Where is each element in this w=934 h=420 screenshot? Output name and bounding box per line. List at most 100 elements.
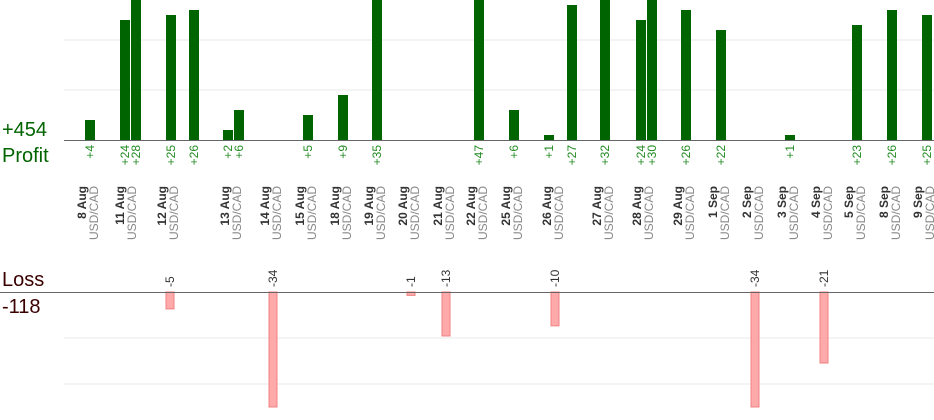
loss-value-label: -5	[163, 276, 177, 287]
profit-bar	[166, 15, 176, 140]
profit-value-label: +25	[164, 145, 178, 166]
date-label: 1 Sep	[706, 186, 720, 218]
loss-bar	[550, 291, 560, 327]
symbol-label: USD/CAD	[642, 186, 656, 240]
date-label: 19 Aug	[362, 186, 376, 226]
date-label: 5 Sep	[842, 186, 856, 218]
profit-bar	[131, 0, 141, 140]
loss-label: Loss	[2, 269, 45, 291]
loss-bar	[268, 291, 278, 408]
date-label: 12 Aug	[155, 186, 169, 226]
profit-bar	[636, 20, 646, 140]
profit-bar	[544, 135, 554, 140]
profit-value-label: +26	[885, 145, 899, 166]
symbol-label: USD/CAD	[718, 186, 732, 240]
symbol-label: USD/CAD	[683, 186, 697, 240]
profit-bar	[852, 25, 862, 140]
loss-value-label: -1	[404, 276, 418, 287]
profit-value-label: +9	[336, 145, 350, 159]
profit-bar	[234, 110, 244, 140]
date-label: 26 Aug	[540, 186, 554, 226]
profit-bar	[785, 135, 795, 140]
symbol-label: USD/CAD	[125, 186, 139, 240]
loss-value-label: -34	[266, 269, 280, 287]
symbol-label: USD/CAD	[787, 186, 801, 240]
symbol-label: USD/CAD	[87, 186, 101, 240]
profit-bars	[85, 0, 932, 140]
date-label: 2 Sep	[740, 186, 754, 218]
profit-bar	[85, 120, 95, 140]
profit-value-label: +6	[507, 145, 521, 159]
symbol-label: USD/CAD	[408, 186, 422, 240]
profit-bar	[303, 115, 313, 140]
date-label: 3 Sep	[775, 186, 789, 218]
profit-value-label: +22	[714, 145, 728, 166]
symbol-label: USD/CAD	[167, 186, 181, 240]
profit-bar	[922, 15, 932, 140]
profit-value-label: +25	[920, 145, 934, 166]
date-label: 27 Aug	[590, 186, 604, 226]
date-label: 9 Sep	[911, 186, 925, 218]
profit-bar	[600, 0, 610, 140]
date-label: 4 Sep	[809, 186, 823, 218]
symbol-label: USD/CAD	[270, 186, 284, 240]
symbol-label: USD/CAD	[889, 186, 903, 240]
date-label: 29 Aug	[671, 186, 685, 226]
profit-value-label: +23	[850, 145, 864, 166]
profit-bar	[647, 0, 657, 140]
profit-value-label: +26	[187, 145, 201, 166]
date-label: 22 Aug	[464, 186, 478, 226]
date-label: 21 Aug	[431, 186, 445, 226]
loss-bar	[819, 291, 829, 364]
profit-bar	[887, 10, 897, 140]
symbol-label: USD/CAD	[340, 186, 354, 240]
symbol-label: USD/CAD	[821, 186, 835, 240]
symbol-label: USD/CAD	[923, 186, 934, 240]
date-label: 15 Aug	[293, 186, 307, 226]
date-label: 11 Aug	[113, 186, 127, 225]
grid-lines	[64, 39, 934, 385]
symbol-label: USD/CAD	[511, 186, 525, 240]
profit-bar	[189, 10, 199, 140]
profit-value-label: +27	[565, 145, 579, 166]
profit-value-label: +35	[370, 145, 384, 166]
loss-value-labels: -5 -34 -1 -13 -10 -34 -21	[163, 269, 831, 287]
date-label: 8 Sep	[877, 186, 891, 218]
loss-total: -118	[2, 296, 41, 318]
profit-value-label: +28	[129, 145, 143, 166]
profit-value-label: +6	[232, 145, 246, 159]
date-label: 13 Aug	[218, 186, 232, 226]
loss-value-label: -34	[748, 269, 762, 287]
profit-value-label: +24	[118, 145, 132, 166]
symbol-label: USD/CAD	[230, 186, 244, 240]
profit-value-label: +32	[598, 145, 612, 166]
date-label: 14 Aug	[258, 186, 272, 226]
symbol-label: USD/CAD	[305, 186, 319, 240]
profit-bar	[681, 10, 691, 140]
profit-value-label: +5	[301, 145, 315, 159]
profit-value-label: +26	[679, 145, 693, 166]
profit-bar	[223, 130, 233, 140]
symbol-label: USD/CAD	[752, 186, 766, 240]
profit-bar	[567, 5, 577, 140]
profit-value-label: +2	[221, 145, 235, 159]
profit-value-labels: +4 +24+28 +25 +26 +2+6 +5 +9 +35 +47 +6 +1 +27 +32 +2…	[83, 145, 934, 166]
profit-value-label: +24	[634, 145, 648, 166]
profit-value-label: +30	[645, 145, 659, 166]
profit-bar	[716, 30, 726, 140]
baselines	[0, 140, 934, 293]
symbol-label: USD/CAD	[374, 186, 388, 240]
loss-bar	[750, 291, 760, 408]
profit-label: Profit	[2, 145, 49, 167]
symbol-label: USD/CAD	[443, 186, 457, 240]
loss-value-label: -13	[439, 269, 453, 287]
loss-bar	[441, 291, 451, 337]
profit-value-label: +47	[472, 145, 486, 166]
loss-value-label: -21	[817, 269, 831, 287]
profit-bar	[509, 110, 519, 140]
profit-bar	[338, 95, 348, 140]
symbol-label: USD/CAD	[602, 186, 616, 240]
profit-bar	[120, 20, 130, 140]
